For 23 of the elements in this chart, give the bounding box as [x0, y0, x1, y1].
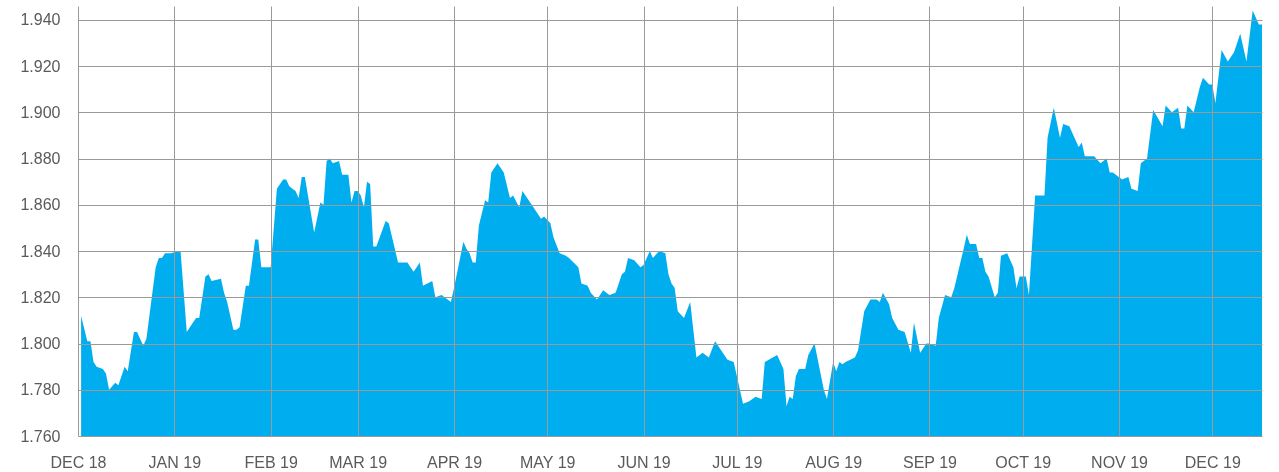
y-tick-label: 1.940	[20, 11, 61, 29]
x-tick-label: SEP 19	[903, 453, 958, 471]
y-tick-label: 1.820	[20, 288, 61, 306]
x-tick-label: DEC 18	[50, 453, 107, 471]
x-tick-label: NOV 19	[1091, 453, 1149, 471]
y-tick-label: 1.920	[20, 57, 61, 75]
y-tick-label: 1.860	[20, 196, 61, 214]
x-tick-label: OCT 19	[995, 453, 1052, 471]
x-tick-label: MAY 19	[520, 453, 576, 471]
x-tick-label: JUN 19	[617, 453, 671, 471]
x-tick-label: FEB 19	[244, 453, 298, 471]
y-tick-label: 1.780	[20, 381, 61, 399]
x-tick-label: DEC 19	[1184, 453, 1241, 471]
x-tick-label: JUL 19	[712, 453, 763, 471]
y-tick-label: 1.800	[20, 335, 61, 353]
y-tick-label: 1.840	[20, 242, 61, 260]
x-tick-label: AUG 19	[805, 453, 863, 471]
x-tick-label: MAR 19	[329, 453, 388, 471]
y-tick-label: 1.900	[20, 103, 61, 121]
x-tick-label: JAN 19	[148, 453, 202, 471]
y-tick-label: 1.880	[20, 150, 61, 168]
x-tick-label: APR 19	[426, 453, 483, 471]
y-tick-label: 1.760	[20, 427, 61, 445]
